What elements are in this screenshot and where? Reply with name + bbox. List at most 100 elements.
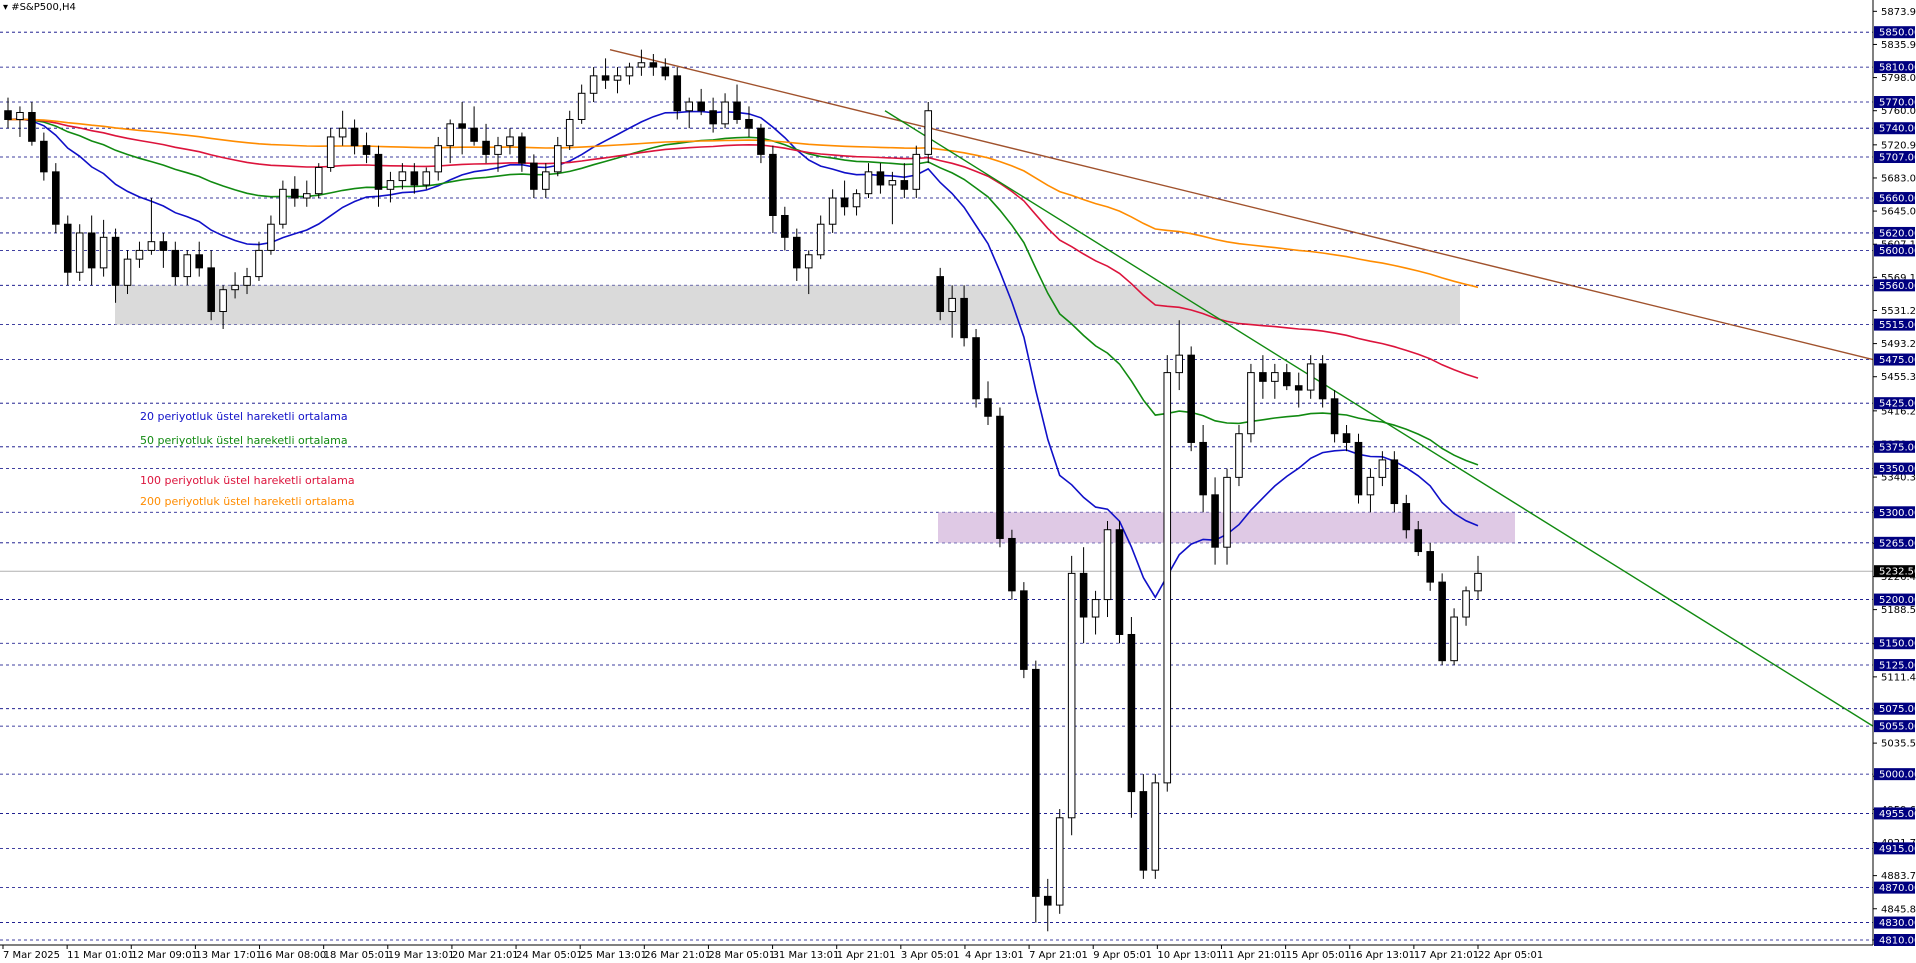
level-label: 5375.00 [1879, 442, 1916, 453]
ema200-line [7, 118, 1479, 289]
candle-body [864, 171, 873, 195]
x-tick-label: 12 Mar 09:01 [131, 950, 198, 961]
candle-body [1091, 599, 1100, 618]
candle-body [589, 75, 598, 94]
candlesticks [4, 49, 1482, 932]
candle-body [28, 111, 36, 142]
candle-body [518, 136, 526, 164]
x-tick-label: 16 Mar 08:00 [260, 950, 327, 961]
candle-body [183, 254, 192, 278]
candle-body [565, 118, 574, 147]
x-tick-label: 22 Apr 05:01 [1478, 950, 1543, 961]
candle-body [888, 180, 897, 186]
y-tick-label: 5835.95 [1881, 40, 1916, 51]
x-tick-label: 25 Mar 13:01 [580, 950, 647, 961]
level-label: 5125.00 [1879, 661, 1916, 672]
candle-body [972, 337, 980, 400]
candle-body [219, 289, 227, 313]
candle-body [1282, 372, 1291, 387]
candle-body [625, 66, 634, 77]
candle-body [386, 180, 395, 190]
level-label: 5425.00 [1879, 399, 1916, 410]
candle-body [1438, 581, 1446, 662]
candle-body [338, 127, 347, 138]
current-price-label: 5232.50 [1879, 567, 1916, 578]
level-label-bg [1874, 61, 1915, 74]
candle-body [1199, 441, 1207, 496]
candle-body [828, 197, 837, 225]
y-tick-label: 5760.05 [1881, 106, 1916, 117]
level-label: 5075.00 [1879, 704, 1916, 715]
x-tick-label: 26 Mar 21:01 [644, 950, 711, 961]
candle-body [542, 171, 550, 190]
level-label-bg [1874, 934, 1915, 946]
candle-body [1259, 372, 1267, 382]
y-tick-label: 5493.25 [1881, 339, 1916, 350]
candle-body [52, 171, 60, 225]
candle-body [840, 197, 849, 208]
candle-body [876, 171, 885, 186]
candle-body [1366, 476, 1375, 496]
candle-body [996, 415, 1004, 539]
level-label-bg [1874, 462, 1915, 475]
legend-ema200: 200 periyotluk üstel hareketli ortalama [140, 495, 355, 508]
candle-body [1462, 590, 1470, 618]
candle-body [171, 249, 180, 278]
candle-body [195, 254, 204, 269]
level-label: 5055.00 [1879, 722, 1916, 733]
x-tick-label: 28 Mar 05:01 [708, 950, 775, 961]
x-tick-label: 1 Apr 21:01 [837, 950, 896, 961]
candle-body [255, 249, 263, 278]
y-tick-label: 5720.95 [1881, 140, 1916, 151]
x-tick-label: 17 Apr 21:01 [1414, 950, 1479, 961]
y-tick-label: 5111.45 [1881, 672, 1916, 683]
level-label: 4870.00 [1879, 883, 1916, 894]
y-tick-label: 5416.20 [1881, 406, 1916, 417]
level-label: 5560.00 [1879, 281, 1916, 292]
x-tick-label: 9 Apr 05:01 [1093, 950, 1152, 961]
level-label: 5850.00 [1879, 28, 1916, 39]
candle-body [613, 75, 622, 81]
level-label: 5265.00 [1879, 538, 1916, 549]
candle-body [40, 140, 48, 173]
candle-body [769, 153, 777, 216]
candle-body [470, 127, 478, 142]
level-label-bg [1874, 353, 1915, 366]
candle-body [1414, 529, 1423, 553]
candle-body [267, 223, 275, 251]
level-label: 5300.00 [1879, 508, 1916, 519]
level-label: 5475.00 [1879, 355, 1916, 366]
level-label: 5620.00 [1879, 228, 1916, 239]
candle-body [1223, 476, 1231, 548]
candle-body [577, 92, 586, 120]
candle-body [446, 123, 454, 147]
candle-body [721, 101, 729, 125]
candle-body [4, 110, 12, 120]
candle-body [63, 223, 72, 273]
y-tick-label: 4883.75 [1881, 871, 1916, 882]
candle-body [434, 145, 443, 173]
x-tick-label: 24 Mar 05:01 [516, 950, 583, 961]
candle-body [1175, 354, 1184, 374]
level-label: 5600.00 [1879, 246, 1916, 257]
ema50-line [7, 118, 1479, 466]
candle-body [1187, 354, 1195, 443]
level-label-bg [1874, 637, 1915, 650]
y-tick-label: 5531.20 [1881, 306, 1916, 317]
candle-body [1079, 572, 1088, 618]
candle-body [159, 241, 168, 251]
candle-body [1020, 590, 1028, 670]
candle-body [231, 284, 239, 291]
level-label-bg [1874, 318, 1915, 331]
level-label-bg [1874, 702, 1915, 715]
candle-body [984, 398, 992, 417]
y-tick-label: 5455.30 [1881, 372, 1916, 383]
level-label-bg [1874, 440, 1915, 453]
level-label-bg [1874, 244, 1915, 257]
candle-body [781, 214, 789, 238]
level-label-bg [1874, 593, 1915, 606]
level-label-bg [1874, 506, 1915, 519]
level-label: 5660.00 [1879, 194, 1916, 205]
candle-body [697, 101, 705, 112]
